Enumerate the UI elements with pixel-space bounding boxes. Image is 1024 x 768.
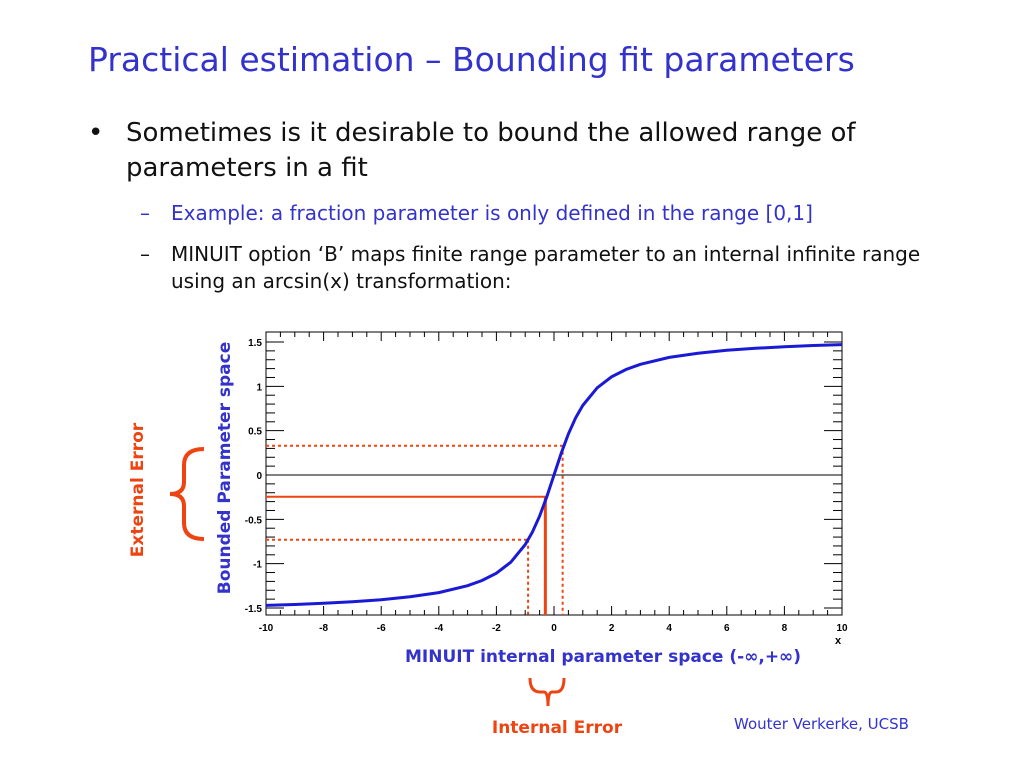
x-tick-label: -4: [434, 623, 443, 634]
series-line: [265, 343, 843, 607]
sub-item-text: MINUIT option ‘B’ maps finite range para…: [171, 242, 921, 293]
footer-author: Wouter Verkerke, UCSB: [734, 715, 909, 733]
slide-title: Practical estimation – Bounding fit para…: [88, 40, 855, 79]
y-axis-ticks: -1.5 -1 -0.5 0 0.5 1 1.5: [245, 338, 842, 615]
x-tick-label: 8: [782, 623, 788, 634]
x-tick-label: 6: [724, 623, 730, 634]
y-tick-label: -0.5: [245, 515, 263, 526]
x-axis-ticks: -10 -8 -6 -4 -2 0 2 4 6 8 10: [259, 332, 848, 634]
y-tick-label: 0.5: [248, 427, 262, 438]
x-tick-label: -6: [377, 623, 386, 634]
bullet-text: Sometimes is it desirable to bound the a…: [126, 118, 856, 183]
y-tick-label: -1.5: [245, 604, 263, 615]
x-tick-label: 10: [836, 623, 848, 634]
internal-error-brace: [528, 677, 566, 707]
sub-item-text: Example: a fraction parameter is only de…: [171, 201, 813, 225]
y-axis-title: Bounded Parameter space: [215, 342, 235, 595]
x-tick-label: 4: [666, 623, 672, 634]
y-tick-label: 1.5: [248, 338, 262, 349]
internal-error-label: Internal Error: [492, 718, 623, 738]
x-tick-label: -8: [319, 623, 328, 634]
external-error-brace: [169, 447, 205, 541]
x-tick-label: 0: [551, 623, 557, 634]
bullet-marker: •: [88, 118, 104, 148]
x-tick-label: -10: [259, 623, 274, 634]
x-tick-label: 2: [609, 623, 615, 634]
x-axis-variable-label: x: [835, 635, 842, 647]
sub-item-marker: –: [140, 242, 150, 266]
error-annotations: [266, 444, 564, 615]
x-tick-label: -2: [492, 623, 501, 634]
external-error-label: External Error: [128, 422, 148, 557]
y-tick-label: 1: [256, 382, 262, 393]
sub-item-marker: –: [140, 201, 150, 225]
y-tick-label: -1: [253, 560, 262, 571]
x-axis-title: MINUIT internal parameter space (-∞,+∞): [405, 647, 801, 667]
y-tick-label: 0: [256, 471, 262, 482]
